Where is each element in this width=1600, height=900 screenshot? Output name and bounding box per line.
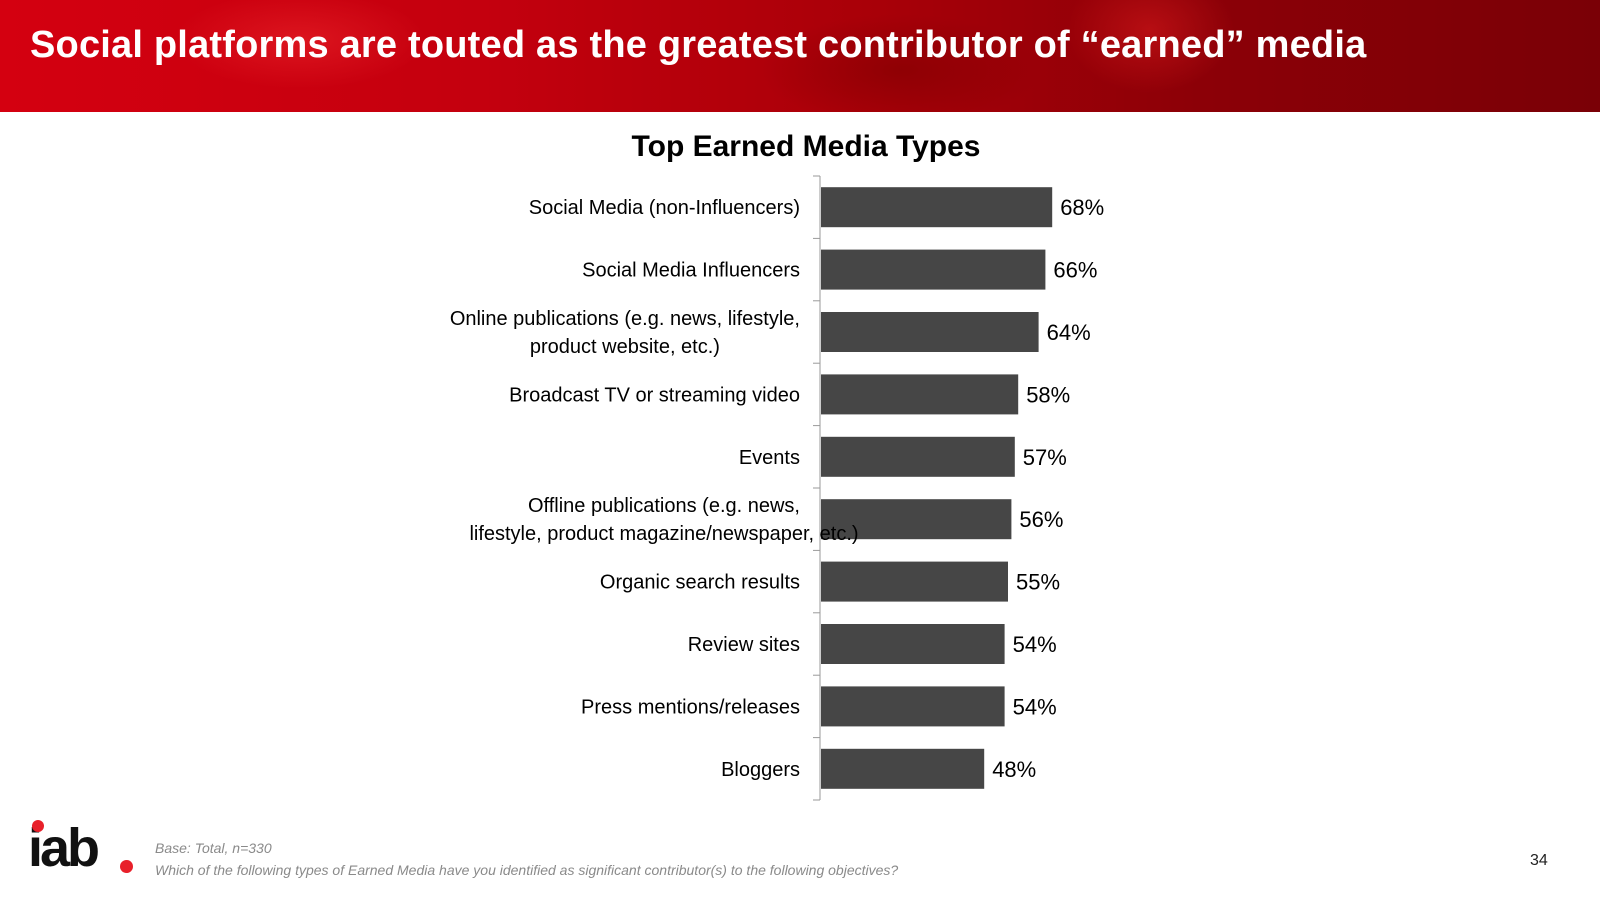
bar <box>821 748 985 789</box>
title-banner: Social platforms are touted as the great… <box>0 0 1600 112</box>
data-label: 56% <box>1019 507 1063 532</box>
bar <box>821 374 1019 415</box>
bar <box>821 436 1015 477</box>
category-label: Broadcast TV or streaming video <box>509 384 800 406</box>
footnote-question: Which of the following types of Earned M… <box>155 862 899 878</box>
bar <box>821 187 1053 228</box>
data-label: 54% <box>1013 694 1057 719</box>
footnote-base: Base: Total, n=330 <box>155 840 272 856</box>
logo-i-dot <box>32 820 44 832</box>
iab-logo: iab <box>28 818 138 878</box>
category-label: Events <box>739 447 800 469</box>
category-label: Social Media (non-Influencers) <box>529 197 800 219</box>
category-label: Press mentions/releases <box>581 696 800 718</box>
category-label: Organic search results <box>600 572 800 594</box>
data-label: 66% <box>1053 258 1097 283</box>
data-label: 64% <box>1047 320 1091 345</box>
bar <box>821 686 1005 727</box>
data-label: 68% <box>1060 195 1104 220</box>
data-label: 48% <box>992 757 1036 782</box>
bar <box>821 312 1039 352</box>
category-label: Online publications (e.g. news, lifestyl… <box>450 308 800 358</box>
data-label: 58% <box>1026 382 1070 407</box>
category-label: Offline publications (e.g. news, lifestyl… <box>469 495 858 545</box>
category-label: Social Media Influencers <box>582 260 800 282</box>
category-label: Bloggers <box>721 759 800 781</box>
bar <box>821 624 1005 664</box>
logo-period-dot <box>120 860 133 873</box>
data-label: 54% <box>1013 632 1057 657</box>
bar <box>821 561 1008 602</box>
slide-title: Social platforms are touted as the great… <box>30 24 1367 66</box>
data-label: 57% <box>1023 445 1067 470</box>
data-label: 55% <box>1016 570 1060 595</box>
page-number: 34 <box>1530 852 1548 869</box>
bar <box>821 499 1012 540</box>
category-label: Review sites <box>688 634 800 656</box>
chart-title: Top Earned Media Types <box>631 130 981 163</box>
bar <box>821 249 1046 290</box>
